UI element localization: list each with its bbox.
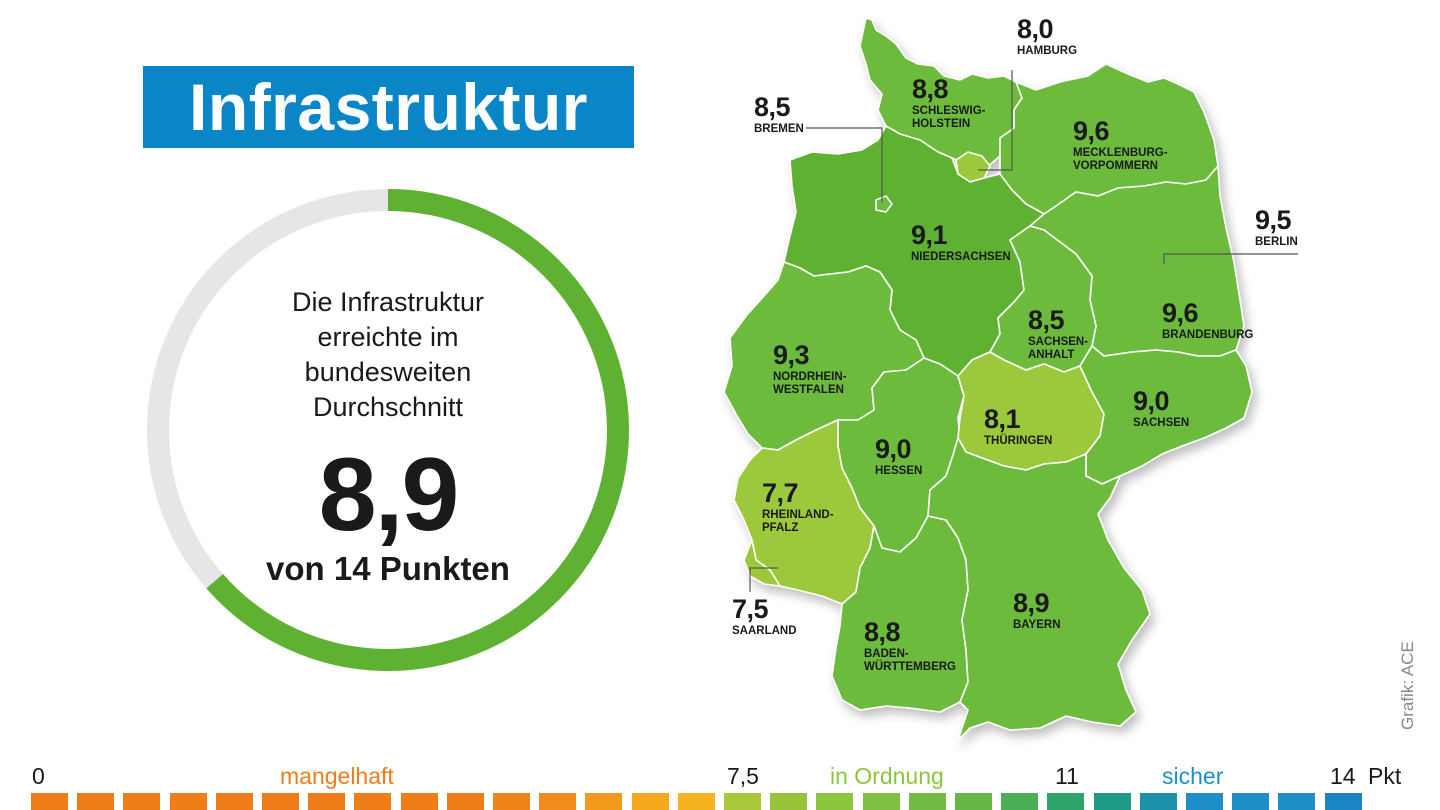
label-schleswig-holstein: 8,8 SCHLESWIG- HOLSTEIN: [912, 74, 986, 131]
scale-segment: [908, 793, 946, 810]
label-saarland: 7,5 SAARLAND: [732, 594, 797, 638]
scale-end-value: 14: [1330, 763, 1356, 789]
page-title: Infrastruktur: [189, 70, 588, 144]
title-banner: Infrastruktur: [143, 66, 634, 148]
scale-unit: Pkt: [1367, 763, 1402, 789]
label-thueringen: 8,1 THÜRINGEN: [984, 404, 1053, 448]
scale-segment: [1001, 793, 1039, 810]
gauge-fill: [147, 189, 629, 671]
leader-line-bremen: [806, 127, 883, 202]
scale-segment: [123, 793, 161, 810]
label-rheinland-pfalz: 7,7 RHEINLAND- PFALZ: [762, 478, 834, 535]
scale-segment: [539, 793, 577, 810]
scale-segment: [1047, 793, 1085, 810]
average-gauge: [147, 189, 629, 671]
scale-segment: [446, 793, 484, 810]
scale-mid-threshold: 7,5: [727, 763, 759, 789]
scale-segment: [31, 793, 68, 810]
germany-map: [723, 17, 1298, 741]
scale-poor-label: mangelhaft: [280, 763, 394, 789]
scale-segment: [1278, 793, 1316, 810]
gauge-description: Die Infrastruktur erreichte im bundeswei…: [291, 287, 485, 422]
label-bayern: 8,9 BAYERN: [1013, 588, 1061, 632]
scale-segment: [1139, 793, 1177, 810]
gauge-text: Die Infrastruktur erreichte im bundeswei…: [200, 285, 576, 589]
label-sachsen-anhalt: 8,5 SACHSEN- ANHALT: [1028, 305, 1089, 362]
gauge-value: 8,9: [318, 437, 460, 553]
scale-segment: [77, 793, 115, 810]
label-nordrhein-westfalen: 9,3 NORDRHEIN- WESTFALEN: [773, 340, 847, 397]
scale-high-threshold: 11: [1055, 763, 1079, 789]
leader-line-hamburg: [978, 70, 1013, 171]
scale-segment: [215, 793, 253, 810]
gauge-max-label: von 14 Punkten: [266, 550, 510, 587]
scale-ok-label: in Ordnung: [830, 763, 944, 789]
scale-segment: [493, 793, 530, 810]
credit: Grafik: ACE: [1398, 641, 1417, 730]
scale-segment: [308, 793, 346, 810]
scale-segment: [354, 793, 392, 810]
leader-line-berlin: [1163, 253, 1298, 264]
scale-segment: [770, 793, 808, 810]
scale-segment: [169, 793, 207, 810]
scale-segment: [955, 793, 992, 810]
scale-segment: [677, 793, 715, 810]
region-bremen: [875, 195, 893, 213]
scale-bar: [31, 793, 1371, 810]
scale-segment: [724, 793, 761, 810]
label-niedersachsen: 9,1 NIEDERSACHSEN: [911, 220, 1011, 264]
scale-segment: [1186, 793, 1223, 810]
scale-segment: [862, 793, 900, 810]
label-baden-wuerttemberg: 8,8 BADEN- WÜRTTEMBERG: [864, 617, 956, 674]
scale-segment: [585, 793, 623, 810]
region-saarland: [743, 539, 781, 587]
scale-segment: [1232, 793, 1270, 810]
scale-segment: [816, 793, 854, 810]
label-brandenburg: 9,6 BRANDENBURG: [1162, 298, 1254, 342]
scale-start-label: 0: [32, 763, 45, 789]
label-sachsen: 9,0 SACHSEN: [1133, 386, 1190, 430]
label-mecklenburg-vorpommern: 9,6 MECKLENBURG- VORPOMMERN: [1073, 116, 1168, 173]
scale-segment: [631, 793, 669, 810]
scale-segment: [262, 793, 299, 810]
scale-segment: [1093, 793, 1131, 810]
label-bremen: 8,5 BREMEN: [754, 92, 804, 136]
leader-line-saarland: [749, 567, 778, 592]
region-bayern: [927, 437, 1151, 741]
scale-segment: [400, 793, 438, 810]
leader-lines: [749, 70, 1298, 592]
scale-safe-label: sicher: [1162, 763, 1224, 789]
scale-segment: [1324, 793, 1362, 810]
label-hamburg: 8,0 HAMBURG: [1017, 14, 1078, 58]
label-berlin: 9,5 BERLIN: [1255, 205, 1298, 249]
region-sachsen: [1079, 345, 1253, 485]
scale-end-label: 14 Pkt: [1330, 764, 1401, 788]
label-hessen: 9,0 HESSEN: [875, 434, 923, 478]
